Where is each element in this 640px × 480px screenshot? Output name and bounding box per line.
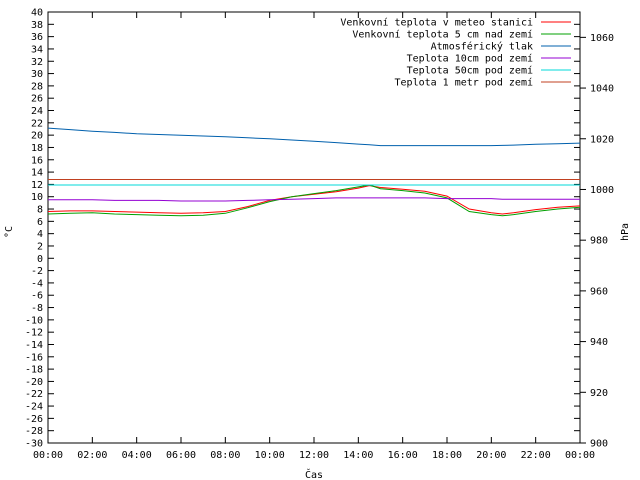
y-tick-label: 20 [31, 131, 43, 142]
x-tick-label: 02:00 [77, 450, 107, 461]
x-tick-label: 00:00 [565, 450, 595, 461]
legend: Venkovní teplota v meteo staniciVenkovní… [340, 17, 571, 89]
y-tick-label: 34 [31, 44, 43, 55]
x-tick-label: 16:00 [388, 450, 418, 461]
y-axis-right: 1060 1040 1020 1000 980 960 940 920 900 [580, 33, 614, 450]
legend-label-1: Venkovní teplota v meteo stanici [340, 17, 533, 29]
y-tick-label: -2 [31, 266, 43, 277]
y-tick-label: 2 [37, 241, 43, 252]
y-tick-label: -22 [25, 389, 43, 400]
y-tick-label: 38 [31, 20, 43, 31]
y-tick-label: 14 [31, 168, 43, 179]
x-axis: 00:00 02:00 04:00 06:00 08:00 10:00 12:00 14:00… [33, 12, 595, 461]
y-axis-label: °C [4, 226, 15, 238]
y-tick-label: -4 [31, 278, 43, 289]
x-tick-label: 14:00 [343, 450, 373, 461]
y-tick-label: 16 [31, 155, 43, 166]
series-line-3 [47, 127, 581, 147]
y-tick-label: -16 [25, 352, 43, 363]
y-tick-label: 0 [37, 254, 43, 265]
legend-label-4: Teplota 10cm pod zemí [407, 53, 533, 65]
y-tick-label: 40 [31, 8, 43, 19]
series-line-4 [48, 197, 580, 202]
legend-label-2: Venkovní teplota 5 cm nad zemí [352, 29, 533, 41]
y2-tick-label: 1000 [590, 185, 614, 196]
y-tick-label: 36 [31, 32, 43, 43]
x-tick-label: 00:00 [33, 450, 63, 461]
y2-axis-label: hPa [620, 223, 631, 241]
y-tick-label: -18 [25, 365, 43, 376]
y-tick-label: 22 [31, 118, 43, 129]
y-tick-label: -20 [25, 377, 43, 388]
y2-tick-label: 1020 [590, 134, 614, 145]
series-lines [47, 127, 581, 217]
y-tick-label: 28 [31, 81, 43, 92]
y2-tick-label: 920 [590, 388, 608, 399]
x-tick-label: 12:00 [299, 450, 329, 461]
y-tick-label: -24 [25, 402, 43, 413]
y2-tick-label: 960 [590, 286, 608, 297]
series-line-1 [47, 185, 581, 215]
y-tick-label: 26 [31, 94, 43, 105]
y-tick-label: 18 [31, 143, 43, 154]
x-tick-label: 08:00 [210, 450, 240, 461]
y-tick-label: 12 [31, 180, 43, 191]
y2-tick-label: 980 [590, 236, 608, 247]
x-axis-label: Čas [305, 468, 323, 480]
y-tick-label: 4 [37, 229, 43, 240]
y-tick-label: -8 [31, 303, 43, 314]
y-tick-label: -10 [25, 315, 43, 326]
y-tick-label: 6 [37, 217, 43, 228]
y-tick-label: -6 [31, 291, 43, 302]
y2-tick-label: 940 [590, 337, 608, 348]
y-tick-label: 8 [37, 205, 43, 216]
x-tick-label: 18:00 [432, 450, 462, 461]
x-tick-label: 10:00 [255, 450, 285, 461]
y2-tick-label: 1060 [590, 33, 614, 44]
y2-tick-label: 1040 [590, 84, 614, 95]
legend-label-5: Teplota 50cm pod zemí [407, 65, 533, 77]
legend-label-6: Teplota 1 metr pod zemí [395, 77, 533, 89]
x-tick-label: 20:00 [476, 450, 506, 461]
y-tick-label: 10 [31, 192, 43, 203]
y-tick-label: 24 [31, 106, 43, 117]
y-tick-label: 32 [31, 57, 43, 68]
y-tick-label: 30 [31, 69, 43, 80]
y-axis-left: 4038363432302826242220181614121086420-2-… [25, 8, 580, 450]
y-tick-label: -14 [25, 340, 43, 351]
y-tick-label: -26 [25, 414, 43, 425]
y-tick-label: -28 [25, 426, 43, 437]
legend-label-3: Atmosférický tlak [431, 41, 533, 53]
x-tick-label: 22:00 [521, 450, 551, 461]
x-tick-label: 06:00 [166, 450, 196, 461]
y-tick-label: -30 [25, 439, 43, 450]
series-line-2 [47, 184, 581, 217]
y-tick-label: -12 [25, 328, 43, 339]
x-tick-label: 04:00 [122, 450, 152, 461]
y2-tick-label: 900 [590, 439, 608, 450]
